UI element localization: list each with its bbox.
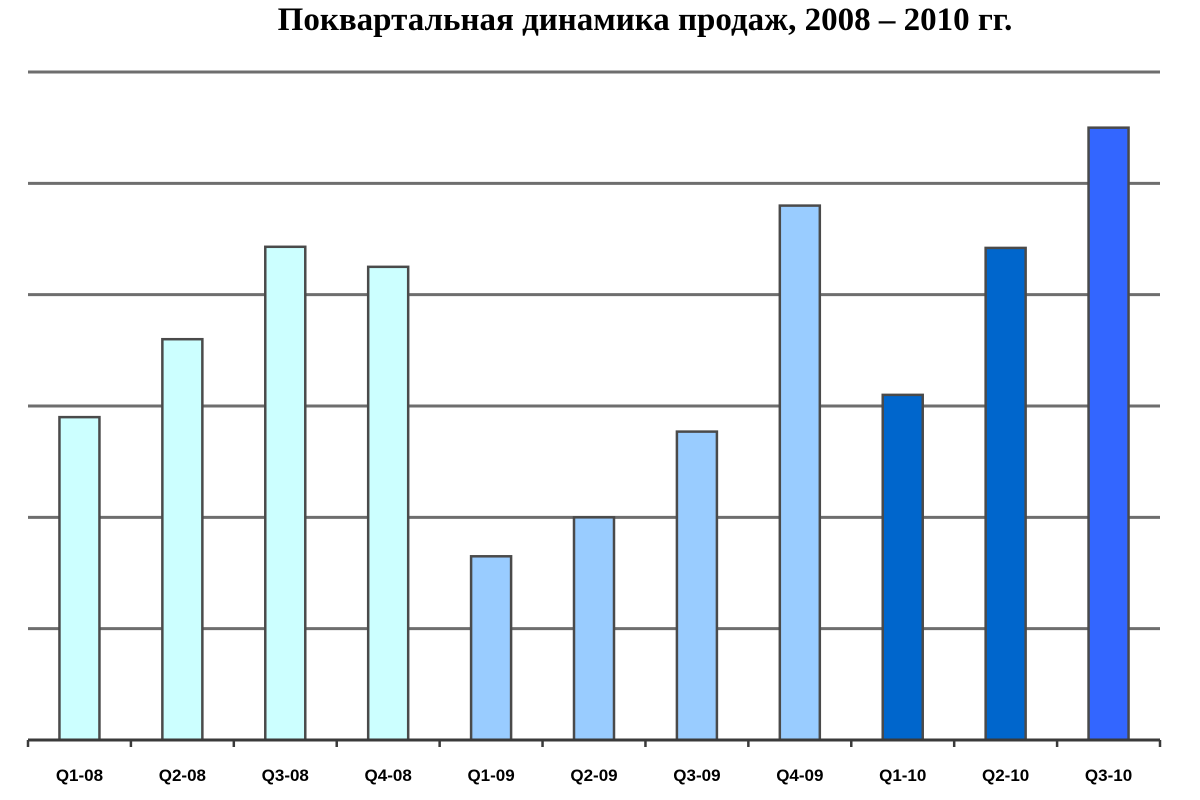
x-tick-label: Q2-09 — [570, 766, 617, 785]
chart-title: Поквартальная динамика продаж, 2008 – 20… — [277, 2, 1013, 38]
x-tick-label: Q1-08 — [56, 766, 103, 785]
bar-q2-10 — [984, 246, 1027, 742]
x-tick-label: Q2-10 — [982, 766, 1029, 785]
bar-q1-09 — [469, 555, 513, 742]
bar-q4-08 — [366, 265, 410, 742]
x-tick-label: Q2-08 — [159, 766, 206, 785]
bar-q3-10 — [1087, 126, 1130, 742]
x-tick-label: Q3-09 — [673, 766, 720, 785]
x-tick-label: Q3-08 — [262, 766, 309, 785]
bar-q1-10 — [881, 393, 924, 742]
bar-q2-08 — [161, 337, 204, 742]
x-tick-label: Q3-10 — [1085, 766, 1132, 785]
x-tick-labels: Q1-08 Q2-08 Q3-08 Q4-08 Q1-09 Q2-09 Q3-09 Q4-09… — [56, 766, 1132, 785]
bar-q1-08 — [58, 415, 101, 742]
bars — [58, 126, 1130, 742]
x-tick-label: Q4-09 — [776, 766, 823, 785]
bar-q4-09 — [778, 204, 822, 742]
bar-q2-09 — [572, 516, 616, 742]
x-axis — [26, 738, 1162, 747]
x-tick-label: Q1-10 — [879, 766, 926, 785]
x-tick-label: Q4-08 — [365, 766, 412, 785]
bar-q3-09 — [675, 430, 719, 742]
bar-q3-08 — [264, 245, 307, 742]
x-tick-label: Q1-09 — [467, 766, 514, 785]
